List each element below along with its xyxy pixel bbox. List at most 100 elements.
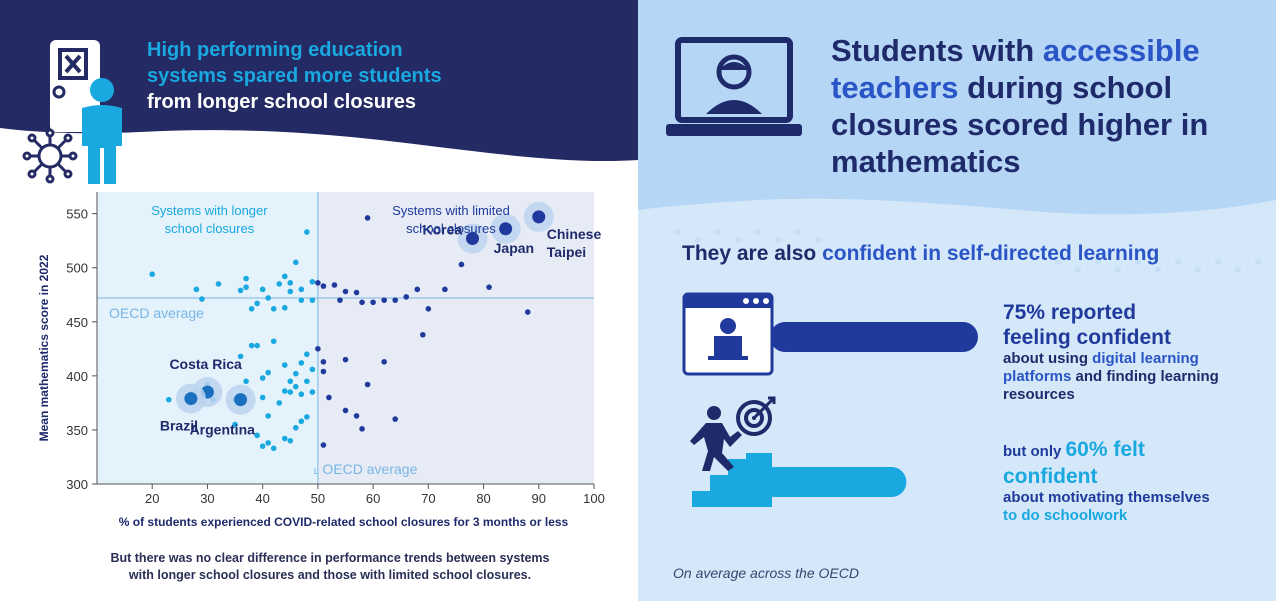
highlight-point: [234, 393, 248, 407]
left-title-line2: systems spared more students: [147, 65, 442, 87]
data-point-limited: [425, 306, 432, 312]
left-title: High performing education systems spared…: [147, 37, 442, 115]
data-point-longer: [304, 351, 310, 358]
data-point-limited: [364, 215, 371, 221]
left-footnote-line1: But there was no clear difference in per…: [110, 551, 550, 565]
data-point-longer: [298, 297, 305, 303]
data-point-limited: [364, 381, 371, 388]
highlight-point: [499, 222, 513, 236]
data-point-longer: [259, 375, 266, 381]
data-point-longer: [293, 424, 299, 431]
data-point-longer: [281, 435, 288, 442]
data-point-limited: [392, 416, 399, 422]
data-point-longer: [287, 280, 294, 286]
left-footnote: But there was no clear difference in per…: [80, 550, 580, 584]
data-point-limited: [353, 289, 360, 296]
right-subtitle: They are also confident in self-directed…: [682, 242, 1159, 266]
stat1-bar: [770, 322, 978, 352]
data-point-longer: [309, 297, 316, 303]
data-point-longer: [270, 306, 277, 312]
data-point-longer: [254, 432, 260, 439]
left-footnote-line2: with longer school closures and those wi…: [128, 568, 532, 582]
stat1-detail-highlight: digital learning platforms: [1003, 350, 1199, 385]
data-point-longer: [243, 378, 249, 385]
x-tick-label: 60: [366, 491, 380, 506]
highlight-label-line1: Chinese: [547, 226, 602, 242]
data-point-longer: [265, 413, 271, 419]
data-point-longer: [248, 342, 255, 349]
data-point-longer: [298, 391, 305, 398]
data-point-longer: [259, 443, 266, 449]
x-tick-label: 80: [476, 491, 490, 506]
student-icon: [82, 78, 122, 184]
left-title-line1: High performing education: [147, 39, 403, 61]
data-point-longer: [293, 370, 299, 377]
stat2-headline-b: confident: [1003, 465, 1098, 488]
chart-axes: 20 30 40 50 60 70 80 90 100 300 350 400 450 500 550: [66, 192, 605, 506]
x-tick-label: 20: [145, 491, 159, 506]
stat1-headline-line1: 75% reported: [1003, 301, 1137, 324]
data-point-limited: [370, 299, 376, 306]
data-point-longer: [298, 360, 305, 366]
oecd-note: On average across the OECD: [673, 565, 859, 581]
oecd-average-horizontal-label: OECD average: [109, 305, 204, 321]
right-subtitle-pre: They are also: [682, 242, 823, 265]
data-point-limited: [359, 426, 365, 432]
highlight-label: Brazil: [160, 418, 198, 434]
data-point-limited: [320, 368, 327, 375]
data-point-longer: [304, 378, 310, 385]
data-point-longer: [265, 440, 271, 446]
region-limited-closures: [317, 192, 594, 484]
data-point-longer: [254, 300, 260, 307]
data-point-longer: [270, 338, 277, 345]
right-title: Students with accessible teachers during…: [831, 32, 1251, 180]
oecd-average-vertical-label: ˪ OECD average: [314, 461, 418, 477]
data-point-longer: [232, 421, 238, 428]
data-point-limited: [342, 407, 349, 414]
target-icon: [736, 396, 776, 436]
data-point-longer: [293, 383, 299, 390]
data-point-longer: [254, 342, 260, 349]
data-point-limited: [486, 284, 492, 290]
region-right-label-line2: school closures: [406, 221, 496, 236]
data-point-limited: [320, 358, 327, 365]
right-title-highlight: accessible teachers: [831, 33, 1200, 105]
x-tick-label: 90: [532, 491, 546, 506]
data-point-longer: [259, 286, 266, 293]
data-point-limited: [414, 286, 421, 293]
data-point-limited: [359, 299, 365, 306]
data-point-longer: [237, 287, 244, 294]
data-point-limited: [320, 442, 327, 448]
stat2-bar: [760, 467, 907, 497]
browser-student-icon: [682, 292, 978, 376]
stat2-detail: about motivating themselves to do schoolw…: [1003, 489, 1263, 525]
y-tick-label: 500: [66, 261, 88, 276]
data-point-limited: [331, 282, 338, 288]
stat2-headline-a: 60% felt: [1065, 438, 1145, 461]
data-point-longer: [281, 304, 288, 311]
highlight-point: [532, 210, 546, 224]
data-point-longer: [309, 278, 316, 285]
y-tick-label: 450: [66, 315, 88, 330]
highlight-label: Costa Rica: [169, 356, 242, 372]
data-point-longer: [243, 275, 249, 282]
y-tick-label: 550: [66, 207, 88, 222]
data-point-longer: [237, 353, 244, 360]
highlight-label: Argentina: [190, 422, 256, 438]
data-point-limited: [315, 346, 321, 352]
left-background: [0, 0, 638, 161]
data-point-limited: [458, 261, 465, 268]
highlight-label-line2: Taipei: [547, 244, 586, 260]
stat1-headline-line2: feeling confident: [1003, 326, 1171, 349]
data-point-longer: [304, 229, 310, 235]
data-point-longer: [309, 389, 316, 395]
data-point-limited: [342, 356, 349, 363]
stat1-text: 75% reported feeling confident about usi…: [1003, 300, 1263, 404]
laptop-teacher-icon: [666, 37, 802, 136]
highlight-label: Japan: [494, 240, 534, 256]
right-title-post: during school closures scored higher in …: [831, 70, 1209, 179]
data-point-longer: [149, 271, 156, 277]
x-tick-label: 100: [583, 491, 605, 506]
virus-icon: [22, 128, 78, 184]
stat2-detail-highlight: motivating themselves: [1048, 489, 1210, 506]
